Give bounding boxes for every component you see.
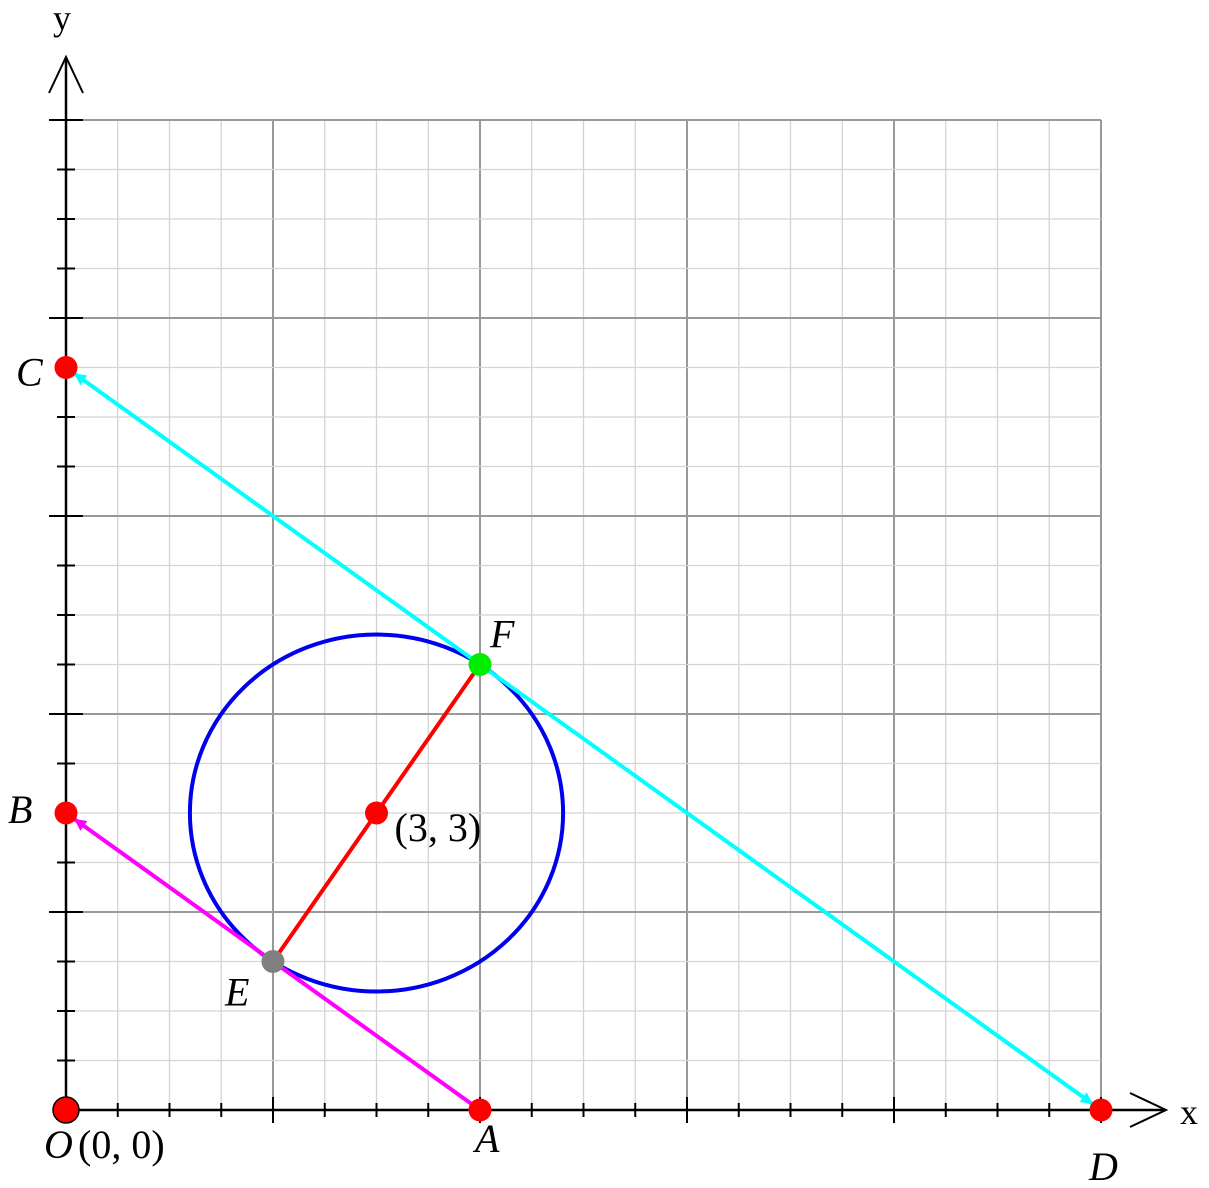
point-A bbox=[468, 1098, 492, 1122]
point-label-B: B bbox=[8, 787, 32, 832]
grid bbox=[66, 119, 1102, 1110]
x-axis-label: x bbox=[1180, 1092, 1198, 1132]
segment-1 bbox=[72, 371, 1095, 1106]
point-F bbox=[468, 653, 492, 676]
point-E bbox=[261, 950, 285, 973]
point-label-O: O bbox=[44, 1122, 73, 1167]
point-coord-O: (0, 0) bbox=[78, 1122, 165, 1167]
axes bbox=[48, 54, 1169, 1128]
circle bbox=[187, 632, 566, 994]
y-axis-arrow-icon bbox=[48, 54, 84, 94]
arrowhead-icon bbox=[74, 818, 88, 831]
point-label-C: C bbox=[16, 350, 44, 395]
point-C bbox=[54, 356, 78, 379]
points: O (0, 0) A B C D E F (3, 3) bbox=[8, 350, 1118, 1188]
y-axis-label: y bbox=[53, 0, 71, 38]
arrowhead-icon bbox=[1079, 1092, 1093, 1105]
point-label-F: F bbox=[489, 612, 515, 657]
point-D bbox=[1089, 1098, 1113, 1122]
point-B bbox=[54, 801, 78, 825]
point-label-E: E bbox=[224, 970, 249, 1015]
point-label-center: (3, 3) bbox=[395, 805, 482, 850]
point-label-D: D bbox=[1088, 1144, 1118, 1188]
arrowhead-icon bbox=[74, 373, 88, 386]
point-label-A: A bbox=[472, 1116, 500, 1161]
x-axis-arrow-icon bbox=[1129, 1092, 1169, 1128]
point-center bbox=[365, 801, 388, 825]
point-O bbox=[52, 1096, 80, 1124]
